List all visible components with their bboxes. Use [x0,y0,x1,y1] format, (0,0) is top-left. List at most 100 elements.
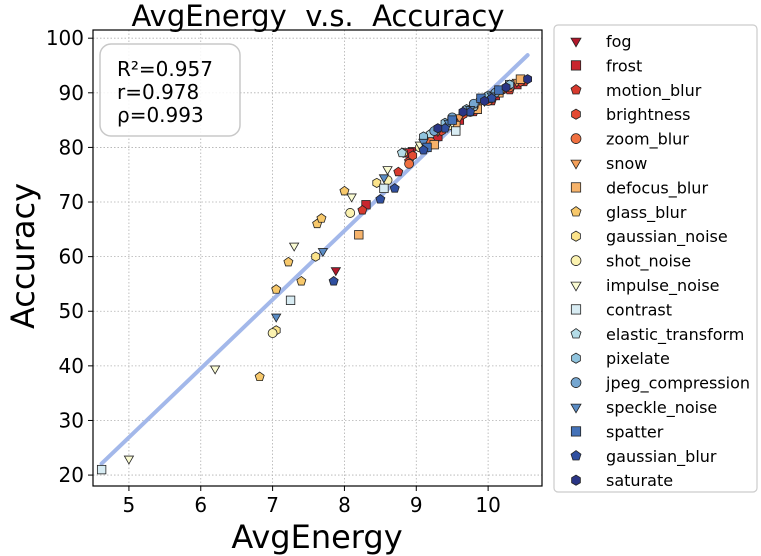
legend-label: elastic_transform [606,325,744,345]
legend-label: snow [606,154,647,173]
chart-title: AvgEnergy v.s. Accuracy [132,0,505,33]
data-point [501,82,511,93]
x-tick-label: 10 [475,493,500,517]
legend-label: saturate [606,471,673,490]
data-point [209,365,221,375]
legend-marker [570,281,582,292]
x-tick-label: 7 [266,493,279,517]
data-point [396,147,407,158]
stats-box-frame [99,43,241,137]
series-gaussian-blur [328,93,497,286]
legend-marker [570,450,582,461]
legend-label: contrast [606,300,672,319]
data-point [296,275,307,286]
data-point [123,455,135,465]
legend-marker [571,108,581,120]
data-point [480,95,489,107]
data-point [346,193,357,203]
data-point [271,284,282,294]
x-tick-label: 8 [338,493,351,517]
y-tick-label: 30 [59,408,84,432]
legend-item-elastic-transform: elastic_transform [570,325,744,345]
data-point [285,295,296,305]
plot-area [96,53,533,475]
legend-marker [570,84,582,95]
x-tick-label: 9 [410,493,423,517]
legend-item-gaussian-blur: gaussian_blur [570,447,717,467]
y-tick-label: 60 [59,245,84,269]
legend-item-speckle-noise: speckle_noise [570,398,717,418]
legend-marker [570,206,582,217]
legend-item-contrast: contrast [570,300,672,319]
series-fog [330,76,530,277]
legend-label: zoom_blur [606,130,689,150]
legend-marker [570,182,582,193]
data-point [316,213,327,223]
data-point [404,158,414,169]
stat-rho: ρ=0.993 [117,103,204,127]
legend-item-defocus-blur: defocus_blur [570,178,708,198]
legend-marker [570,426,582,437]
data-point [458,106,468,117]
data-point [311,251,321,262]
legend-item-brightness: brightness [571,105,690,124]
legend-label: glass_blur [606,203,687,223]
y-tick-label: 50 [59,299,84,323]
data-point [96,464,107,475]
data-point [345,208,356,218]
data-point [382,166,393,176]
data-point [447,115,457,125]
data-point [288,242,300,252]
legend-label: pixelate [606,349,670,368]
axes-frame [92,29,543,487]
legend-item-jpeg-compression: jpeg_compression [570,374,750,394]
legend-label: shot_noise [606,252,691,272]
series-glass-blur [254,185,350,382]
data-point [357,204,368,215]
y-tick-label: 100 [46,26,84,50]
data-point [389,183,400,193]
legend-label: frost [606,56,642,75]
legend-item-glass-blur: glass_blur [570,203,687,223]
x-tick-label: 5 [123,493,136,517]
series-saturate [433,74,533,134]
legend-marker [570,159,582,170]
legend-item-motion-blur: motion_blur [570,81,702,101]
legend-marker [571,352,581,364]
data-point [283,256,294,267]
data-point [418,144,429,155]
data-point [317,248,329,258]
legend-label: brightness [606,105,690,124]
legend-item-spatter: spatter [570,422,664,441]
data-point [433,123,443,134]
legend-item-gaussian-noise: gaussian_noise [571,227,728,247]
stats-box: R²=0.957 r=0.978 ρ=0.993 [99,43,241,137]
legend-marker [571,230,581,242]
data-point [393,166,404,177]
y-tick-label: 40 [59,354,84,378]
y-tick-label: 70 [59,190,84,214]
series-contrast [96,79,515,475]
legend-label: gaussian_noise [606,227,728,247]
legend-item-snow: snow [570,154,647,173]
legend-label: spatter [606,422,664,441]
data-point [375,194,386,204]
legend-label: fog [606,32,632,51]
data-point [378,174,390,184]
y-tick-label: 20 [59,463,84,487]
data-point [372,177,382,188]
legend-marker [570,304,582,315]
axes: 5 6 7 8 9 10 20 30 40 50 60 70 80 90 100 [46,26,543,517]
legend-marker [571,474,581,486]
data-point [267,328,278,338]
stat-r: r=0.978 [117,80,199,104]
data-point [254,371,265,382]
data-point [523,74,533,85]
data-point [339,185,350,196]
legend-marker [570,403,582,414]
legend-marker [570,60,582,71]
data-point [408,150,418,161]
y-tick-label: 80 [59,135,84,159]
legend-item-shot-noise: shot_noise [570,252,691,272]
